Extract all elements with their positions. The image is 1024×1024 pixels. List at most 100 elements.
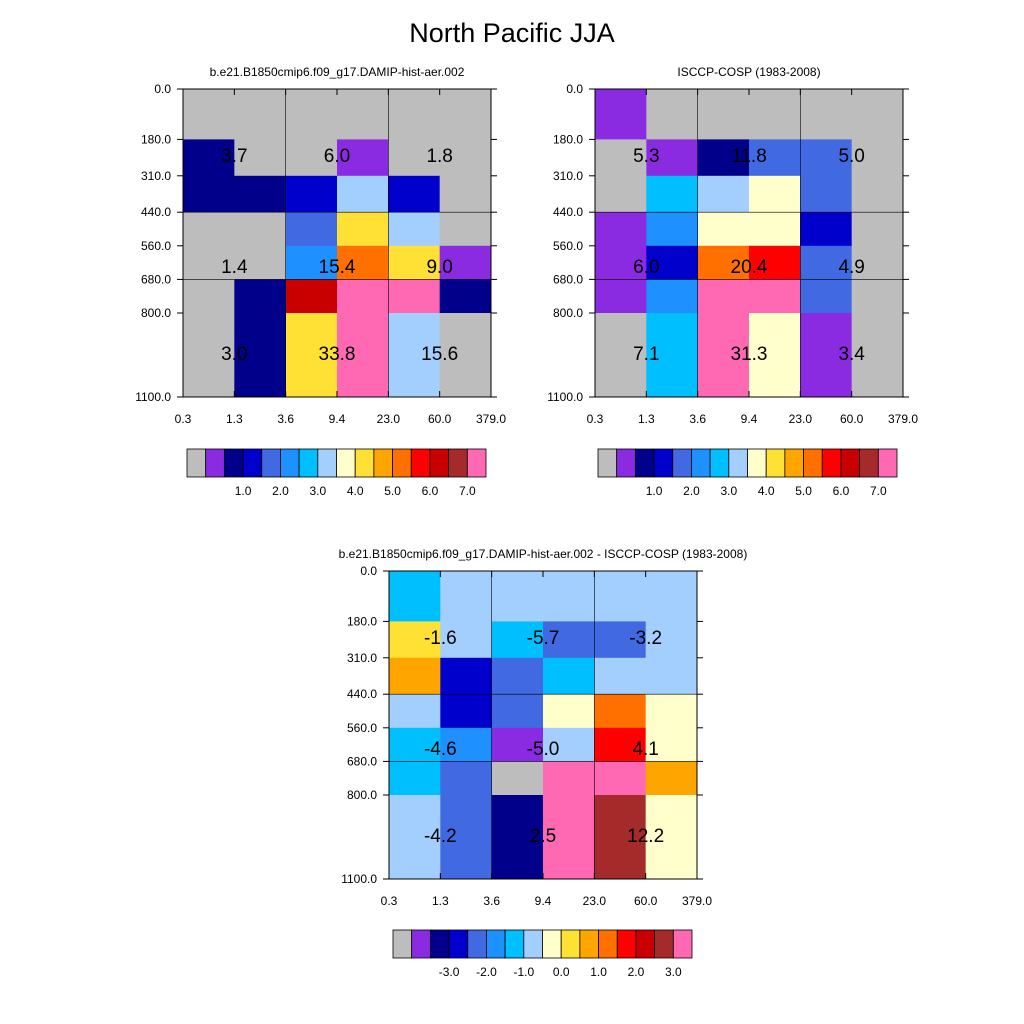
y-tick-label: 680.0 xyxy=(553,272,583,286)
x-tick-label: 23.0 xyxy=(377,412,401,426)
colorbar-swatch xyxy=(429,929,450,959)
heatmap-cell xyxy=(697,89,750,140)
data-label: 5.0 xyxy=(838,146,864,167)
colorbar-swatch xyxy=(560,929,581,959)
data-label: 3.4 xyxy=(838,344,865,365)
heatmap-cell xyxy=(645,621,698,659)
colorbar-swatch xyxy=(597,448,618,478)
heatmap-cell xyxy=(491,795,544,880)
heatmap-cell xyxy=(285,212,338,247)
heatmap-cell xyxy=(851,245,904,280)
colorbar-label: 2.0 xyxy=(272,484,289,498)
data-label: 15.4 xyxy=(319,257,356,278)
heatmap-cell xyxy=(646,245,699,280)
data-label: -5.0 xyxy=(527,739,560,760)
colorbar-swatch xyxy=(691,448,711,478)
colorbar-swatch xyxy=(205,448,225,478)
y-tick-label: 1100.0 xyxy=(341,872,377,886)
heatmap-cell xyxy=(851,212,904,247)
colorbar-swatch xyxy=(317,448,337,478)
heatmap-cell xyxy=(594,795,647,880)
colorbar-swatch xyxy=(504,929,525,959)
heatmap-cell xyxy=(543,657,595,695)
data-label: 12.2 xyxy=(627,826,664,847)
colorbar-swatch xyxy=(821,448,842,478)
heatmap-cell xyxy=(439,279,492,314)
colorbar-swatch xyxy=(598,929,618,959)
x-tick-label: 1.3 xyxy=(432,894,449,908)
heatmap-cell xyxy=(337,139,389,177)
colorbar-swatch xyxy=(672,929,693,959)
heatmap-cell xyxy=(645,657,698,695)
x-tick-label: 0.3 xyxy=(175,412,192,426)
heatmap-cell xyxy=(594,727,647,762)
colorbar-swatch xyxy=(747,448,767,478)
heatmap-cell xyxy=(389,761,441,796)
heatmap-cell xyxy=(645,694,698,729)
colorbar-swatch xyxy=(709,448,730,478)
data-label: 1.4 xyxy=(221,257,248,278)
panel-title: b.e21.B1850cmip6.f09_g17.DAMIP-hist-aer.… xyxy=(210,65,465,79)
colorbar-swatch xyxy=(803,448,823,478)
heatmap-cell xyxy=(337,212,389,247)
heatmap-cell xyxy=(234,139,287,177)
heatmap-cell xyxy=(440,571,493,622)
colorbar-swatch xyxy=(634,448,655,478)
heatmap-cell xyxy=(800,279,853,314)
heatmap-cell xyxy=(646,139,699,177)
data-label: -1.6 xyxy=(424,628,457,649)
y-tick-label: 680.0 xyxy=(347,754,377,768)
x-tick-label: 379.0 xyxy=(682,894,712,908)
heatmap-cell xyxy=(388,89,441,140)
heatmap-cell xyxy=(800,175,853,213)
heatmap-cell xyxy=(183,245,235,280)
x-tick-label: 23.0 xyxy=(583,894,607,908)
colorbar-label: 1.0 xyxy=(235,484,252,498)
x-tick-label: 0.3 xyxy=(587,412,604,426)
heatmap-cell xyxy=(851,139,904,177)
y-tick-label: 1100.0 xyxy=(547,390,583,404)
data-label: 4.9 xyxy=(838,257,864,278)
colorbar-label: 5.0 xyxy=(795,484,812,498)
x-tick-label: 23.0 xyxy=(789,412,813,426)
heatmap-cell xyxy=(440,795,493,880)
heatmap-cell xyxy=(337,313,389,398)
heatmap-cell xyxy=(234,212,287,247)
y-tick-label: 560.0 xyxy=(141,239,171,253)
heatmap-cell xyxy=(439,175,492,213)
x-tick-label: 379.0 xyxy=(476,412,506,426)
heatmap-cell xyxy=(594,571,647,622)
heatmap-cell xyxy=(697,175,750,213)
heatmap-cell xyxy=(389,795,441,880)
heatmap-cell xyxy=(800,89,853,140)
colorbar-swatch xyxy=(392,448,412,478)
colorbar-swatch xyxy=(186,448,207,478)
colorbar-swatch xyxy=(298,448,319,478)
heatmap-cell xyxy=(595,175,647,213)
colorbar-swatch xyxy=(859,448,879,478)
heatmap-cell xyxy=(646,175,699,213)
heatmap-cell xyxy=(337,279,389,314)
heatmap-cell xyxy=(388,139,441,177)
heatmap-cell xyxy=(543,571,595,622)
heatmap-cell xyxy=(388,212,441,247)
heatmap-cell xyxy=(646,313,699,398)
heatmap-cell xyxy=(337,245,389,280)
colorbar-label: -1.0 xyxy=(513,965,534,979)
heatmap-cell xyxy=(543,621,595,659)
heatmap-cell xyxy=(337,175,389,213)
x-tick-label: 3.6 xyxy=(277,412,294,426)
heatmap-cell xyxy=(389,657,441,695)
heatmap-cell xyxy=(234,313,287,398)
heatmap-cell xyxy=(337,89,389,140)
colorbar-label: -2.0 xyxy=(476,965,497,979)
colorbar-label: 2.0 xyxy=(628,965,645,979)
x-tick-label: 1.3 xyxy=(638,412,655,426)
colorbar-swatch xyxy=(486,929,506,959)
heatmap-cell xyxy=(749,279,801,314)
heatmap-cell xyxy=(543,727,595,762)
heatmap-cell xyxy=(749,139,801,177)
heatmap-cell xyxy=(645,761,698,796)
